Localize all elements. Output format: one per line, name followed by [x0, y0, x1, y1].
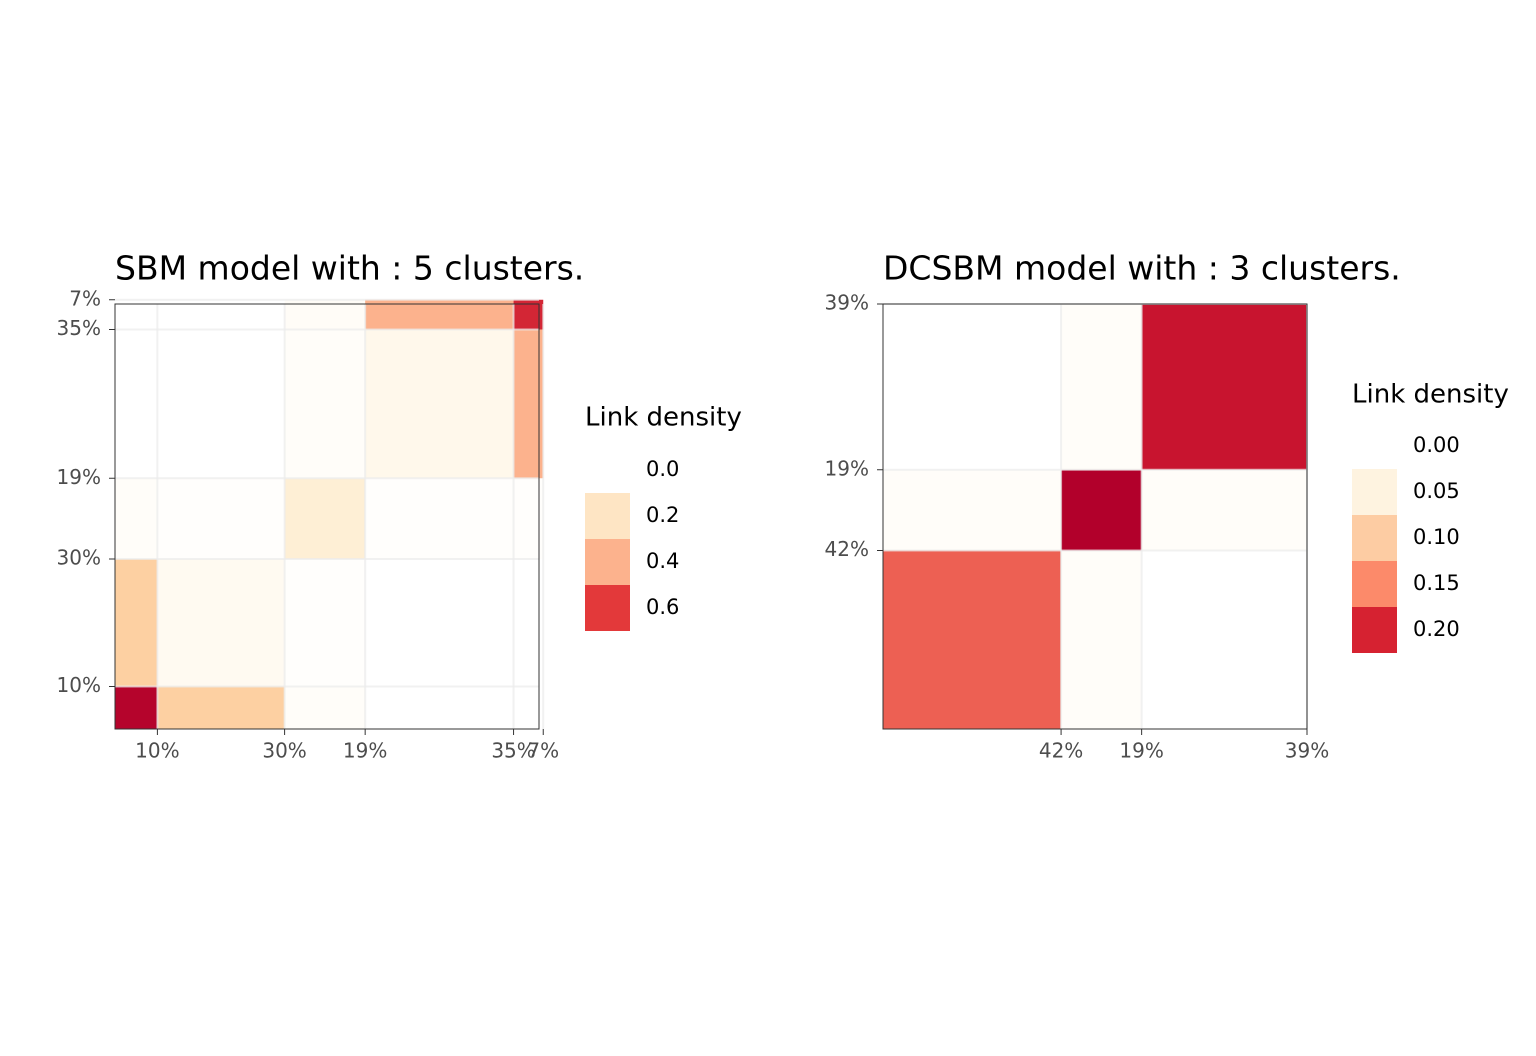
legend-key [585, 539, 630, 585]
chart-title: SBM model with : 5 clusters. [115, 249, 584, 288]
legend-label: 0.0 [646, 457, 679, 481]
legend-label: 0.10 [1413, 525, 1460, 549]
heat-cell [284, 299, 366, 330]
heat-cell [1061, 469, 1142, 551]
y-tick-label: 10% [57, 673, 101, 697]
heat-cell [284, 686, 366, 729]
heat-cell [1061, 550, 1142, 729]
heat-cell [115, 559, 158, 687]
legend-label: 0.6 [646, 595, 679, 619]
legend-key [585, 585, 630, 631]
heat-cell [513, 299, 544, 330]
heat-cell [1061, 304, 1142, 470]
heat-cell [883, 550, 1062, 729]
legend-label: 0.2 [646, 503, 679, 527]
x-tick-label: 7% [527, 739, 559, 763]
heat-cell [284, 559, 366, 687]
legend-key [1352, 515, 1397, 561]
legend-title: Link density [585, 403, 742, 433]
legend-label: 0.00 [1413, 433, 1460, 457]
heat-cell [115, 686, 158, 729]
y-tick-label: 35% [57, 316, 101, 340]
y-tick-label: 19% [57, 465, 101, 489]
legend-key [1352, 561, 1397, 607]
heat-cell [365, 559, 514, 687]
x-tick-label: 30% [262, 739, 306, 763]
heat-cell [115, 478, 158, 559]
heat-cell [513, 478, 544, 559]
legend-label: 0.4 [646, 549, 679, 573]
heat-cell [157, 559, 285, 687]
heat-cell [1141, 550, 1307, 729]
y-tick-label: 19% [825, 456, 869, 480]
heat-cell [883, 304, 1062, 470]
chart-title: DCSBM model with : 3 clusters. [883, 249, 1401, 288]
y-tick-label: 39% [825, 291, 869, 315]
x-tick-label: 19% [343, 739, 387, 763]
heat-cell [365, 478, 514, 559]
heat-cell [1141, 469, 1307, 551]
heat-cell [513, 329, 544, 479]
x-tick-label: 10% [135, 739, 179, 763]
legend-label: 0.20 [1413, 617, 1460, 641]
panel-border [882, 303, 1308, 730]
heat-cell [157, 329, 285, 479]
x-tick-label: 42% [1039, 739, 1083, 763]
legend-label: 0.05 [1413, 479, 1460, 503]
panel-border [114, 303, 540, 730]
y-tick-label: 30% [57, 546, 101, 570]
legend-key [585, 447, 630, 493]
heat-cell [115, 299, 158, 330]
heat-cell [157, 478, 285, 559]
x-tick-label: 39% [1285, 739, 1329, 763]
legend-key [585, 493, 630, 539]
heat-cell [883, 469, 1062, 551]
y-tick-label: 7% [69, 286, 101, 310]
heat-cell [157, 299, 285, 330]
legend-key [1352, 423, 1397, 469]
heat-cell [365, 686, 514, 729]
legend-key [1352, 469, 1397, 515]
heat-cell [284, 478, 366, 559]
heat-cell [513, 559, 544, 687]
x-tick-label: 19% [1119, 739, 1163, 763]
heat-cell [365, 299, 514, 330]
heat-cell [365, 329, 514, 479]
heat-cell [513, 686, 544, 729]
legend-key [1352, 607, 1397, 653]
heat-cell [157, 686, 285, 729]
legend-label: 0.15 [1413, 571, 1460, 595]
heat-cell [115, 329, 158, 479]
heat-cell [284, 329, 366, 479]
y-tick-label: 42% [825, 537, 869, 561]
heat-cell [1141, 304, 1307, 470]
x-tick-label: 35% [491, 739, 535, 763]
legend-title: Link density [1352, 380, 1509, 410]
